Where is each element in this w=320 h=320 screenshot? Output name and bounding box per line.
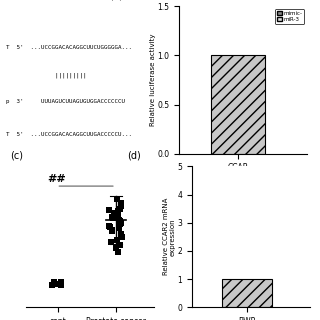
Point bbox=[119, 234, 124, 239]
Point bbox=[115, 250, 120, 255]
Y-axis label: Relative CCAR2 mRNA
expression: Relative CCAR2 mRNA expression bbox=[163, 198, 176, 276]
Point bbox=[50, 282, 55, 287]
Point bbox=[58, 283, 63, 288]
Text: ##: ## bbox=[47, 174, 66, 184]
Point bbox=[116, 217, 121, 222]
Point bbox=[107, 223, 112, 228]
Point bbox=[112, 210, 117, 215]
Point bbox=[117, 226, 122, 231]
Text: T  5'  ...UCCGGACACAGGCUUGACCCCCU...: T 5' ...UCCGGACACAGGCUUGACCCCCU... bbox=[6, 132, 132, 137]
Text: (b): (b) bbox=[109, 0, 123, 1]
Text: (c): (c) bbox=[10, 151, 23, 161]
Point bbox=[107, 207, 112, 212]
Text: T  5'  ...UCCGGACACAGGCUUCUGGGGGA...: T 5' ...UCCGGACACAGGCUUCUGGGGGA... bbox=[6, 45, 132, 50]
Point bbox=[119, 203, 124, 208]
Point bbox=[119, 200, 124, 205]
Point bbox=[55, 281, 60, 286]
Point bbox=[109, 227, 115, 232]
Point bbox=[57, 282, 62, 287]
Point bbox=[51, 279, 56, 284]
Point bbox=[116, 213, 121, 218]
Point bbox=[108, 224, 113, 229]
Point bbox=[118, 231, 123, 236]
Legend: mimic-, miR-3: mimic-, miR-3 bbox=[275, 9, 304, 24]
Point bbox=[118, 206, 123, 211]
Point bbox=[52, 280, 57, 285]
Point bbox=[117, 219, 122, 224]
Bar bbox=[221, 279, 272, 307]
Point bbox=[117, 243, 122, 248]
Point bbox=[115, 196, 120, 201]
Point bbox=[58, 280, 63, 285]
Point bbox=[110, 216, 115, 221]
Point bbox=[118, 220, 123, 225]
Point bbox=[113, 245, 118, 251]
Point bbox=[110, 228, 115, 234]
Point bbox=[114, 237, 119, 242]
Point bbox=[116, 209, 121, 214]
Point bbox=[58, 281, 63, 286]
Point bbox=[109, 240, 114, 245]
Point bbox=[52, 281, 57, 286]
Text: p  3'     UUUAGUCUUAGUGUGGACCCCCCU: p 3' UUUAGUCUUAGUGUGGACCCCCCU bbox=[6, 99, 125, 104]
Text: |||||||||: ||||||||| bbox=[6, 72, 87, 78]
Y-axis label: Relative luciferase activity: Relative luciferase activity bbox=[150, 34, 156, 126]
Point bbox=[109, 214, 114, 220]
Point bbox=[117, 221, 122, 227]
Text: (d): (d) bbox=[127, 151, 140, 161]
Point bbox=[114, 212, 119, 217]
Bar bbox=[211, 55, 265, 154]
